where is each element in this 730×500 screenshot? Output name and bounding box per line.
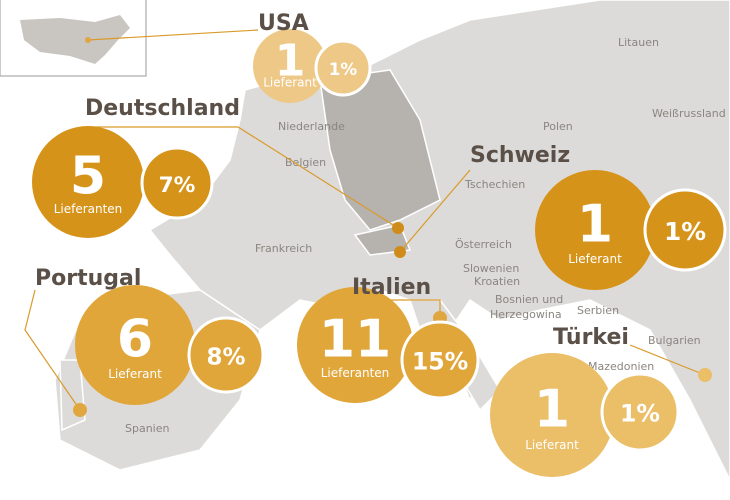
map-label: Serbien xyxy=(577,304,619,317)
location-dot xyxy=(394,246,406,258)
supplier-count: 1 xyxy=(534,379,570,439)
map-label: Niederlande xyxy=(278,120,345,133)
supplier-count: 1 xyxy=(275,36,306,87)
share-bubble xyxy=(140,146,214,220)
connector xyxy=(87,29,259,41)
supplier-unit: Lieferant xyxy=(525,438,579,452)
connector xyxy=(399,169,471,253)
map-label: Polen xyxy=(543,120,573,133)
country-name: Schweiz xyxy=(470,143,570,168)
share-percent: 1% xyxy=(664,217,706,246)
country-name: Türkei xyxy=(553,325,629,350)
count-bubble xyxy=(75,285,195,405)
inset-usa xyxy=(0,0,147,77)
supplier-count: 6 xyxy=(117,309,153,369)
count-bubble xyxy=(297,287,413,403)
share-percent: 15% xyxy=(412,348,468,376)
share-percent: 1% xyxy=(620,400,660,428)
supplier-unit: Lieferant xyxy=(263,75,317,89)
map-label: Belgien xyxy=(285,156,326,169)
supplier-unit: Lieferant xyxy=(568,252,622,266)
location-dot xyxy=(392,222,404,234)
map-label: Kroatien xyxy=(474,275,520,288)
connector xyxy=(85,126,399,229)
map-label: Bulgarien xyxy=(648,334,701,347)
share-bubble xyxy=(600,372,680,452)
map-label: Mazedonien xyxy=(588,360,654,373)
map-label: Tschechien xyxy=(464,178,525,191)
share-percent: 1% xyxy=(329,59,358,79)
supplier-unit: Lieferant xyxy=(108,367,162,381)
country-name: Deutschland xyxy=(85,96,240,121)
supplier-bubbles: USA1Lieferant1%Deutschland5Lieferanten7%… xyxy=(32,11,727,477)
count-bubble xyxy=(32,126,144,238)
map-label: Weißrussland xyxy=(652,107,726,120)
map-label: Slowenien xyxy=(463,262,519,275)
connector xyxy=(24,289,81,411)
count-bubble xyxy=(535,170,655,290)
country-name: USA xyxy=(258,11,309,36)
map-label: Spanien xyxy=(125,422,170,435)
location-dot xyxy=(73,403,87,417)
supplier-unit: Lieferanten xyxy=(54,202,123,216)
country-name: Italien xyxy=(352,275,431,300)
supplier-count: 5 xyxy=(70,146,106,206)
share-bubble xyxy=(314,39,372,97)
map-label: Litauen xyxy=(618,36,659,49)
share-percent: 7% xyxy=(159,173,196,198)
count-bubble xyxy=(490,353,614,477)
share-bubble xyxy=(187,316,265,394)
count-bubble xyxy=(253,29,327,103)
supplier-count: 1 xyxy=(577,194,613,254)
connector xyxy=(629,344,706,376)
connectors xyxy=(24,29,712,417)
location-dot xyxy=(85,37,91,43)
map-label: Österreich xyxy=(455,238,512,251)
share-percent: 8% xyxy=(207,344,246,370)
usa-shape xyxy=(20,15,130,64)
country-name: Portugal xyxy=(35,266,141,291)
map-labels: Litauen Weißrussland Polen Niederlande B… xyxy=(125,36,726,435)
map-label: Bosnien und xyxy=(495,293,563,306)
map-label: Frankreich xyxy=(255,242,312,255)
supplier-count: 11 xyxy=(319,309,391,369)
supplier-unit: Lieferanten xyxy=(321,366,390,380)
location-dot xyxy=(698,368,712,382)
map-label: Herzegowina xyxy=(490,308,562,321)
share-bubble xyxy=(643,188,727,272)
share-bubble xyxy=(400,320,480,400)
